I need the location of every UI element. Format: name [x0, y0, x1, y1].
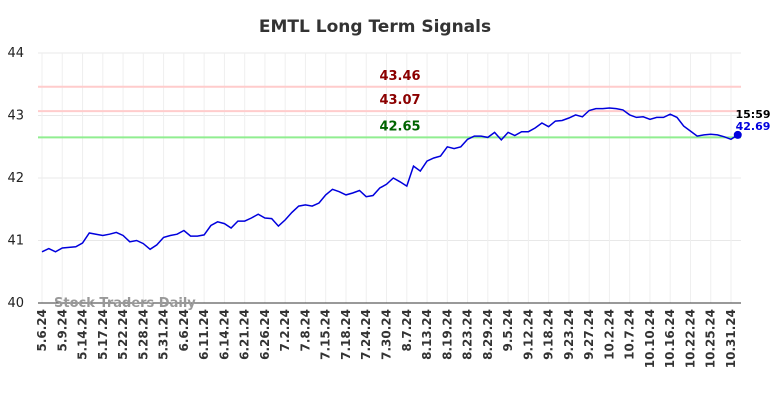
x-tick-label: 8.29.24: [481, 309, 495, 360]
x-tick-label: 6.6.24: [177, 309, 191, 352]
x-tick-label: 6.21.24: [238, 309, 252, 360]
y-tick-label: 41: [7, 234, 24, 249]
price-line: [41, 107, 739, 253]
x-tick-label: 10.7.24: [623, 309, 637, 360]
signal-label: 43.46: [379, 69, 420, 84]
x-tick-label: 10.25.24: [704, 309, 718, 368]
x-tick-label: 9.18.24: [542, 309, 556, 360]
y-tick-label: 40: [7, 296, 24, 311]
x-tick-label: 9.23.24: [562, 309, 576, 360]
x-tick-label: 10.22.24: [683, 309, 697, 368]
x-tick-label: 9.27.24: [582, 309, 596, 360]
x-tick-label: 8.13.24: [420, 309, 434, 360]
x-tick-label: 7.2.24: [278, 309, 292, 352]
y-tick-label: 43: [7, 109, 24, 124]
x-tick-label: 9.5.24: [501, 309, 515, 352]
x-tick-label: 7.30.24: [380, 309, 394, 360]
x-tick-label: 6.26.24: [258, 309, 272, 360]
signal-label: 42.65: [379, 119, 420, 134]
signal-label: 43.07: [379, 93, 420, 108]
last-value: 42.69: [736, 120, 771, 133]
x-tick-label: 10.10.24: [643, 309, 657, 368]
x-tick-label: 5.31.24: [157, 309, 171, 360]
x-tick-label: 8.7.24: [400, 309, 414, 352]
y-tick-label: 42: [7, 171, 24, 186]
x-tick-label: 7.15.24: [319, 309, 333, 360]
x-tick-label: 10.31.24: [724, 309, 738, 368]
x-tick-label: 8.19.24: [440, 309, 454, 360]
x-tick-label: 5.22.24: [116, 309, 130, 360]
x-tick-label: 6.11.24: [197, 309, 211, 360]
chart-title: EMTL Long Term Signals: [259, 17, 491, 37]
x-tick-label: 10.2.24: [602, 309, 616, 360]
x-tick-label: 7.24.24: [359, 309, 373, 360]
x-tick-label: 5.14.24: [76, 309, 90, 360]
watermark: Stock Traders Daily: [54, 296, 196, 311]
last-time: 15:59: [735, 108, 770, 121]
x-tick-label: 5.17.24: [96, 309, 110, 360]
x-tick-label: 8.23.24: [461, 309, 475, 360]
last-point: [733, 130, 742, 139]
x-tick-label: 9.12.24: [521, 309, 535, 360]
x-tick-label: 5.9.24: [55, 309, 69, 352]
x-tick-label: 7.8.24: [298, 309, 312, 352]
x-tick-label: 7.18.24: [339, 309, 353, 360]
x-tick-label: 10.16.24: [663, 309, 677, 368]
y-tick-label: 44: [7, 46, 24, 61]
x-tick-label: 6.14.24: [217, 309, 231, 360]
x-tick-label: 5.28.24: [136, 309, 150, 360]
x-tick-label: 5.6.24: [35, 309, 49, 352]
